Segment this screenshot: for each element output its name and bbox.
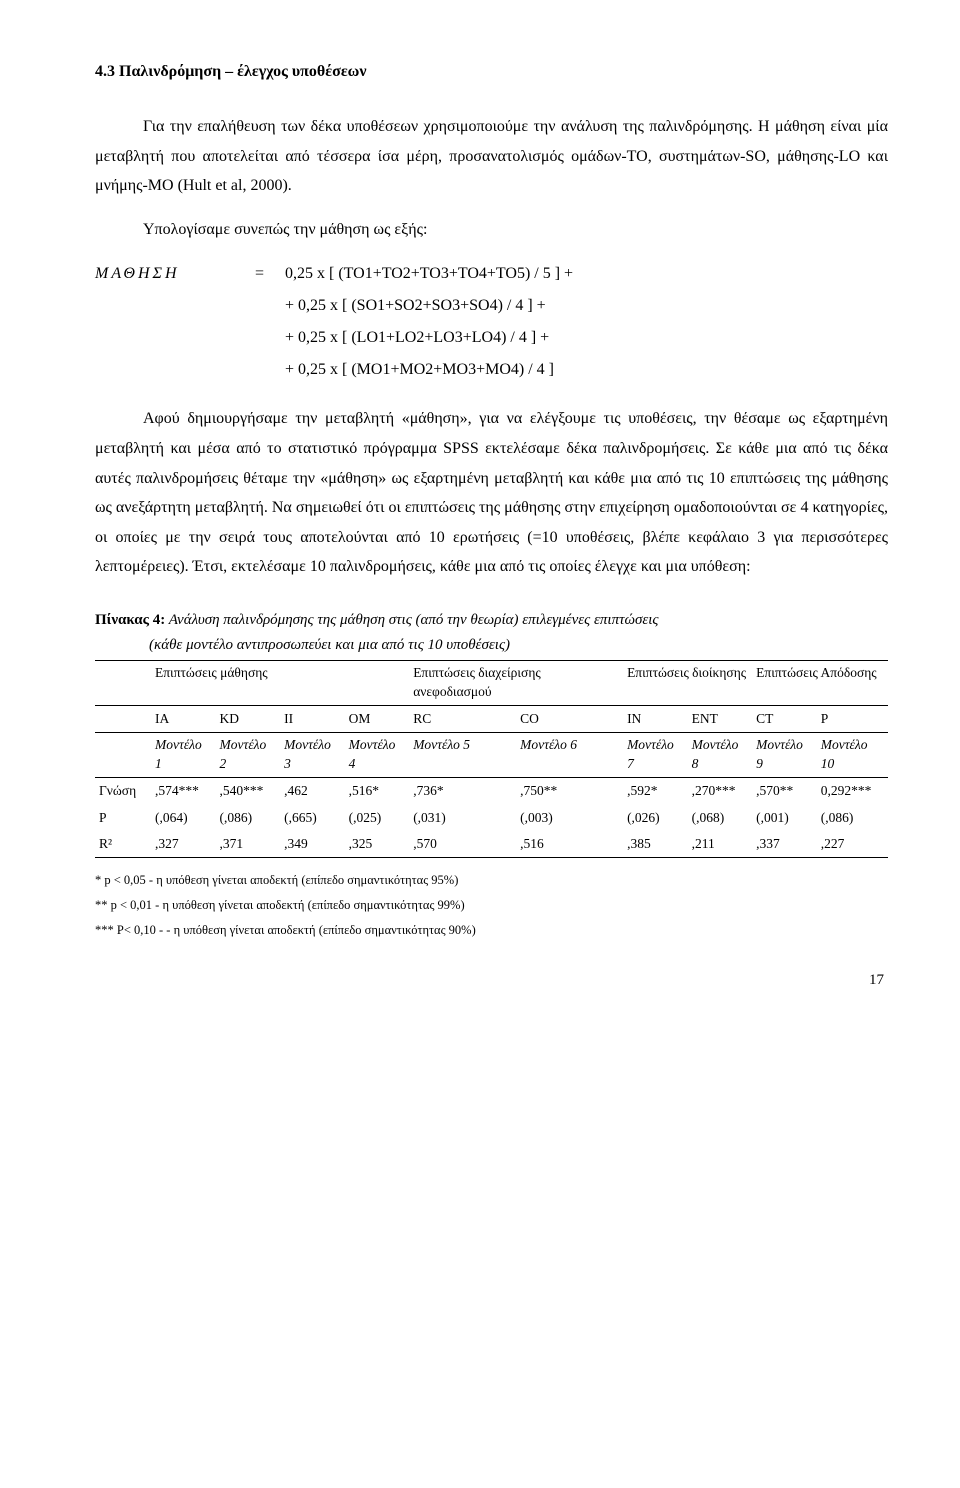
table-cell: ,227 bbox=[817, 831, 888, 858]
paragraph-intro: Για την επαλήθευση των δέκα υποθέσεων χρ… bbox=[95, 112, 888, 201]
table-cell: (,064) bbox=[151, 805, 216, 831]
group-header: Επιπτώσεις μάθησης bbox=[151, 661, 409, 706]
model-label: Μοντέλο 6 bbox=[516, 733, 623, 778]
formula-line: + 0,25 x [ (SO1+SO2+SO3+SO4) / 4 ] + bbox=[95, 290, 888, 322]
formula-line: + 0,25 x [ (LO1+LO2+LO3+LO4) / 4 ] + bbox=[95, 322, 888, 354]
table-caption-text: Ανάλυση παλινδρόμησης της μάθηση στις (α… bbox=[165, 612, 658, 628]
group-header: Επιπτώσεις διοίκησης bbox=[623, 661, 752, 706]
table-cell: ,570 bbox=[409, 831, 516, 858]
table-cell: ,540*** bbox=[216, 778, 281, 805]
table-cell: ,337 bbox=[752, 831, 817, 858]
col-code: P bbox=[817, 706, 888, 733]
row-label-p: P bbox=[95, 805, 151, 831]
table-cell: ,325 bbox=[345, 831, 410, 858]
footnote: * p < 0,05 - η υπόθεση γίνεται αποδεκτή … bbox=[95, 868, 888, 893]
table-cell: (,665) bbox=[280, 805, 345, 831]
model-label: Μοντέλο 7 bbox=[623, 733, 688, 778]
model-label: Μοντέλο 10 bbox=[817, 733, 888, 778]
table-cell: (,086) bbox=[817, 805, 888, 831]
table-cell: (,086) bbox=[216, 805, 281, 831]
table-cell: 0,292*** bbox=[817, 778, 888, 805]
table-cell: (,031) bbox=[409, 805, 516, 831]
table-cell: ,211 bbox=[688, 831, 753, 858]
table-footnotes: * p < 0,05 - η υπόθεση γίνεται αποδεκτή … bbox=[95, 868, 888, 943]
model-label: Μοντέλο 9 bbox=[752, 733, 817, 778]
regression-table: Επιπτώσεις μάθησης Επιπτώσεις διαχείριση… bbox=[95, 660, 888, 858]
footnote: ** p < 0,01 - η υπόθεση γίνεται αποδεκτή… bbox=[95, 893, 888, 918]
table-cell: ,516* bbox=[345, 778, 410, 805]
table-cell: ,385 bbox=[623, 831, 688, 858]
table-cell: (,025) bbox=[345, 805, 410, 831]
row-label-gnosi: Γνώση bbox=[95, 778, 151, 805]
table-cell: ,750** bbox=[516, 778, 623, 805]
table-cell: ,371 bbox=[216, 831, 281, 858]
col-code: IN bbox=[623, 706, 688, 733]
formula-line: 0,25 x [ (TO1+TO2+TO3+TO4+TO5) / 5 ] + bbox=[285, 258, 888, 290]
row-label-r2: R² bbox=[95, 831, 151, 858]
table-cell: (,003) bbox=[516, 805, 623, 831]
page-number: 17 bbox=[95, 969, 888, 992]
formula-equals: = bbox=[255, 258, 285, 290]
model-label: Μοντέλο 8 bbox=[688, 733, 753, 778]
col-code: KD bbox=[216, 706, 281, 733]
section-heading: 4.3 Παλινδρόμηση – έλεγχος υποθέσεων bbox=[95, 60, 888, 84]
col-code: IA bbox=[151, 706, 216, 733]
paragraph-body: Αφού δημιουργήσαμε την μεταβλητή «μάθηση… bbox=[95, 404, 888, 582]
table-cell: ,270*** bbox=[688, 778, 753, 805]
table-cell: ,516 bbox=[516, 831, 623, 858]
table-cell: (,026) bbox=[623, 805, 688, 831]
col-code: CT bbox=[752, 706, 817, 733]
formula-block: ΜΑΘΗΣΗ = 0,25 x [ (TO1+TO2+TO3+TO4+TO5) … bbox=[95, 258, 888, 386]
table-caption: Πίνακας 4: Ανάλυση παλινδρόμησης της μάθ… bbox=[95, 608, 888, 632]
paragraph-formula-lead: Υπολογίσαμε συνεπώς την μάθηση ως εξής: bbox=[95, 215, 888, 245]
formula-line: + 0,25 x [ (MO1+MO2+MO3+MO4) / 4 ] bbox=[95, 354, 888, 386]
table-cell: ,327 bbox=[151, 831, 216, 858]
table-cell: ,574*** bbox=[151, 778, 216, 805]
model-label: Μοντέλο 5 bbox=[409, 733, 516, 778]
model-label: Μοντέλο 2 bbox=[216, 733, 281, 778]
model-label: Μοντέλο 4 bbox=[345, 733, 410, 778]
group-header: Επιπτώσεις διαχείρισης ανεφοδιασμού bbox=[409, 661, 623, 706]
model-label: Μοντέλο 1 bbox=[151, 733, 216, 778]
table-caption-subtitle: (κάθε μοντέλο αντιπροσωπεύει και μια από… bbox=[95, 634, 888, 657]
col-code: OM bbox=[345, 706, 410, 733]
table-caption-label: Πίνακας 4: bbox=[95, 612, 165, 628]
model-label: Μοντέλο 3 bbox=[280, 733, 345, 778]
col-code: II bbox=[280, 706, 345, 733]
table-cell: (,001) bbox=[752, 805, 817, 831]
table-cell: ,462 bbox=[280, 778, 345, 805]
formula-label: ΜΑΘΗΣΗ bbox=[95, 258, 255, 290]
table-cell: ,349 bbox=[280, 831, 345, 858]
table-cell: ,592* bbox=[623, 778, 688, 805]
table-cell: ,570** bbox=[752, 778, 817, 805]
footnote: *** P< 0,10 - - η υπόθεση γίνεται αποδεκ… bbox=[95, 918, 888, 943]
table-cell: ,736* bbox=[409, 778, 516, 805]
group-header: Επιπτώσεις Απόδοσης bbox=[752, 661, 888, 706]
col-code: RC bbox=[409, 706, 516, 733]
col-code: ENT bbox=[688, 706, 753, 733]
col-code: CO bbox=[516, 706, 623, 733]
table-cell: (,068) bbox=[688, 805, 753, 831]
